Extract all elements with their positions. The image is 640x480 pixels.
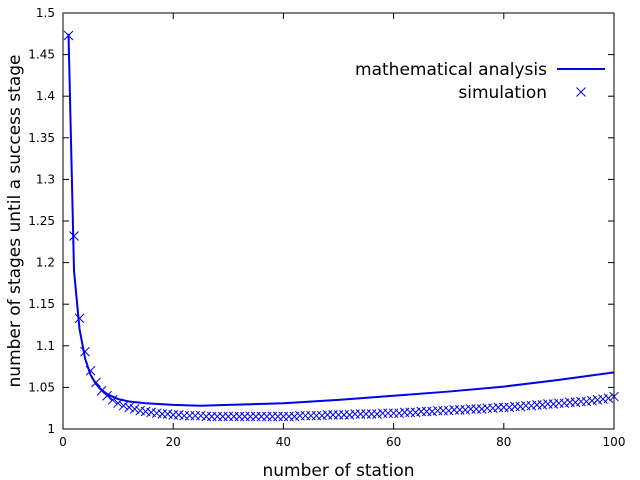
y-tick-label: 1.35 — [28, 131, 55, 145]
x-tick-label: 100 — [603, 435, 626, 449]
legend-label-simulation: simulation — [458, 83, 547, 103]
x-tick-label: 80 — [496, 435, 511, 449]
marker-stroke — [146, 407, 157, 418]
plot-frame — [62, 12, 615, 430]
y-tick-label: 1.5 — [36, 6, 55, 20]
simulation-point — [63, 30, 74, 41]
marker-stroke — [124, 402, 134, 413]
marker-stroke — [140, 406, 151, 417]
tick-label-group: 0 20 40 60 80 100 1 1.05 1.1 1.15 1.2 1.25 1.3 1.35 1.… — [28, 6, 625, 449]
y-tick-label: 1.1 — [36, 339, 55, 353]
legend-marker-simulation — [576, 87, 586, 97]
marker-stroke — [135, 405, 145, 416]
simulation-point — [603, 393, 614, 404]
legend-marker-x — [576, 87, 586, 97]
marker-stroke — [118, 400, 129, 411]
x-axis-label: number of station — [262, 461, 414, 480]
y-tick-label: 1.2 — [36, 256, 55, 270]
marker-stroke — [63, 30, 74, 41]
marker-stroke — [576, 87, 586, 97]
legend: mathematical analysis simulation — [355, 60, 605, 103]
y-tick-label: 1.4 — [36, 89, 55, 103]
marker-stroke — [603, 393, 614, 404]
marker-stroke — [91, 377, 101, 388]
marker-stroke — [195, 410, 206, 421]
marker-stroke — [102, 390, 112, 401]
marker-stroke — [74, 313, 85, 324]
marker-stroke — [69, 231, 79, 241]
marker-stroke — [162, 409, 173, 419]
simulation-point — [69, 231, 79, 241]
simulation-point — [85, 365, 96, 376]
y-tick-label: 1.3 — [36, 172, 55, 186]
simulation-point — [102, 390, 112, 401]
series-line-mathematical-analysis — [67, 33, 615, 407]
simulation-point — [113, 398, 123, 409]
y-tick-label: 1.05 — [28, 380, 55, 394]
marker-stroke — [85, 365, 96, 376]
x-tick-label: 60 — [386, 435, 401, 449]
y-tick-label: 1.25 — [28, 214, 55, 228]
simulation-point — [91, 377, 101, 388]
y-tick-label: 1.15 — [28, 297, 55, 311]
marker-stroke — [113, 398, 123, 409]
marker-stroke — [96, 385, 107, 396]
series-layer — [63, 30, 619, 422]
x-tick-label: 40 — [276, 435, 291, 449]
simulation-point — [118, 400, 129, 411]
simulation-point — [129, 404, 140, 414]
y-tick-label: 1 — [47, 422, 55, 436]
simulation-point — [74, 313, 85, 324]
marker-stroke — [173, 410, 184, 420]
x-tick-label: 20 — [166, 435, 181, 449]
y-tick-label: 1.45 — [28, 48, 55, 62]
x-tick-label: 0 — [59, 435, 67, 449]
y-axis-label: number of stages until a success stage — [5, 55, 25, 388]
simulation-point — [124, 402, 134, 413]
simulation-point — [107, 395, 118, 405]
marker-stroke — [151, 408, 162, 419]
marker-stroke — [129, 404, 140, 414]
marker-stroke — [80, 346, 90, 357]
simulation-point — [80, 346, 90, 357]
marker-stroke — [107, 395, 118, 405]
legend-label-mathematical-analysis: mathematical analysis — [355, 60, 547, 80]
